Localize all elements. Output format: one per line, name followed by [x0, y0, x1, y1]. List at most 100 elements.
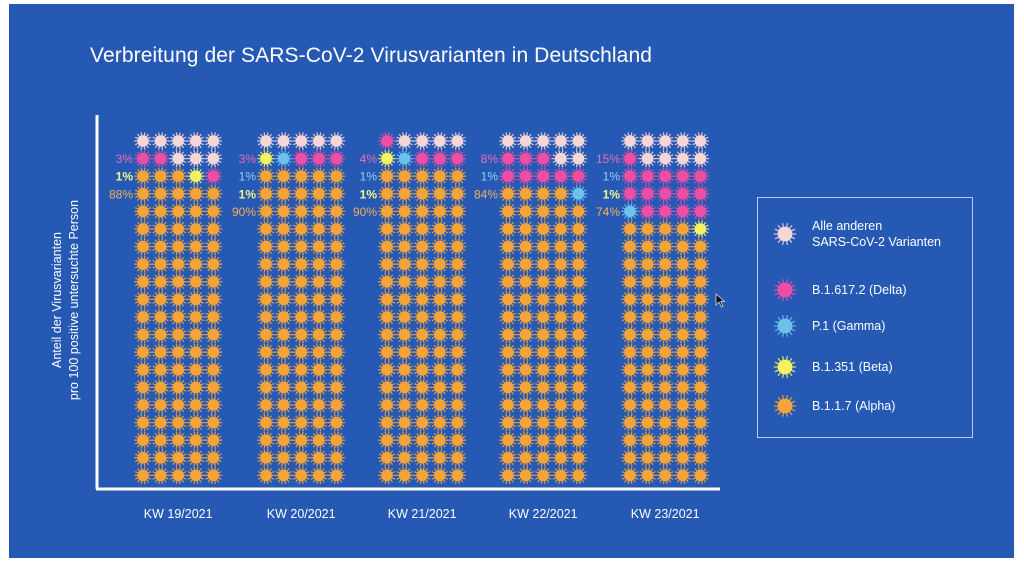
virus-cell-alpha	[151, 466, 170, 485]
virus-cell-delta	[656, 202, 675, 221]
virus-cell-alpha	[656, 413, 675, 432]
virus-cell-alpha	[691, 361, 710, 379]
virus-cell-alpha	[395, 325, 414, 344]
virus-cell-alpha	[292, 343, 311, 361]
chart-title: Verbreitung der SARS-CoV-2 Virusvariante…	[90, 44, 653, 67]
virus-cell-alpha	[274, 255, 293, 273]
virus-cell-alpha	[430, 308, 449, 326]
virus-cell-alpha	[204, 220, 223, 238]
virus-cell-alpha	[534, 290, 553, 309]
virus-cell-alpha	[257, 255, 275, 273]
virus-cell-alpha	[499, 396, 517, 414]
virus-cell-alpha	[656, 378, 675, 397]
percent-label-beta: 1%	[603, 187, 621, 201]
virus-cell-alpha	[327, 466, 346, 485]
virus-cell-alpha	[378, 378, 396, 397]
virus-cell-alpha	[327, 413, 346, 432]
virus-cell-alpha	[499, 449, 517, 467]
virus-cell-alpha	[551, 202, 570, 221]
virus-cell-alpha	[534, 466, 553, 485]
virus-cell-alpha	[378, 202, 396, 221]
virus-cell-alpha	[430, 290, 449, 309]
virus-cell-alpha	[274, 361, 293, 379]
virus-cell-other	[534, 132, 553, 150]
percent-label-beta: 1%	[360, 187, 378, 201]
virus-cell-alpha	[274, 167, 293, 185]
virus-cell-alpha	[327, 361, 346, 379]
virus-cell-alpha	[327, 378, 346, 397]
virus-cell-alpha	[395, 202, 414, 221]
virus-cell-alpha	[292, 308, 311, 326]
virus-cell-alpha	[569, 220, 588, 238]
virus-cell-alpha	[516, 290, 535, 309]
virus-cell-alpha	[395, 361, 414, 379]
virus-cell-alpha	[430, 396, 449, 414]
virus-cell-alpha	[621, 413, 639, 432]
virus-cell-alpha	[673, 237, 692, 256]
virus-cell-alpha	[151, 325, 170, 344]
virus-cell-alpha	[204, 361, 223, 379]
virus-cell-delta	[621, 149, 639, 168]
virus-cell-alpha	[204, 343, 223, 361]
virus-cell-alpha	[257, 290, 275, 309]
virus-cell-alpha	[378, 396, 396, 414]
legend-item-other: Alle anderen SARS-CoV-2 Varianten	[772, 218, 941, 250]
waffle-column-3	[378, 132, 467, 485]
virus-cell-alpha	[499, 413, 517, 432]
virus-cell-alpha	[673, 273, 692, 291]
virus-cell-alpha	[448, 167, 467, 185]
virus-cell-alpha	[569, 413, 588, 432]
virus-cell-alpha	[413, 343, 432, 361]
virus-cell-alpha	[309, 361, 328, 379]
virus-cell-alpha	[534, 431, 553, 449]
virus-cell-other	[673, 132, 692, 150]
virus-cell-alpha	[274, 273, 293, 291]
virus-cell-alpha	[673, 396, 692, 414]
virus-cell-alpha	[274, 449, 293, 467]
virus-cell-alpha	[499, 361, 517, 379]
virus-cell-alpha	[499, 308, 517, 326]
virus-cell-alpha	[169, 255, 188, 273]
virus-cell-alpha	[534, 220, 553, 238]
virus-cell-alpha	[638, 396, 657, 414]
virus-cell-alpha	[186, 466, 205, 485]
virus-cell-delta	[691, 202, 710, 221]
virus-cell-alpha	[413, 378, 432, 397]
virus-cell-alpha	[569, 202, 588, 221]
virus-cell-alpha	[309, 378, 328, 397]
virus-cell-alpha	[621, 237, 639, 256]
legend-virus-icon	[773, 356, 797, 378]
virus-cell-alpha	[691, 325, 710, 344]
virus-cell-alpha	[448, 343, 467, 361]
virus-cell-beta	[691, 220, 710, 238]
virus-cell-alpha	[413, 308, 432, 326]
virus-cell-alpha	[204, 202, 223, 221]
virus-cell-alpha	[134, 273, 152, 291]
virus-cell-alpha	[257, 220, 275, 238]
virus-cell-alpha	[327, 431, 346, 449]
virus-cell-alpha	[534, 449, 553, 467]
virus-cell-alpha	[516, 220, 535, 238]
virus-cell-alpha	[257, 378, 275, 397]
virus-cell-other	[274, 132, 293, 150]
virus-cell-alpha	[169, 290, 188, 309]
virus-cell-alpha	[309, 343, 328, 361]
virus-cell-alpha	[551, 290, 570, 309]
virus-cell-other	[656, 132, 675, 150]
virus-cell-alpha	[151, 202, 170, 221]
virus-cell-alpha	[327, 290, 346, 309]
virus-cell-alpha	[309, 413, 328, 432]
virus-cell-alpha	[448, 431, 467, 449]
virus-cell-alpha	[186, 378, 205, 397]
virus-cell-alpha	[204, 185, 223, 203]
virus-cell-alpha	[309, 167, 328, 185]
virus-cell-other	[569, 149, 588, 168]
virus-cell-alpha	[169, 202, 188, 221]
virus-cell-alpha	[534, 202, 553, 221]
virus-cell-alpha	[534, 237, 553, 256]
legend-virus-icon	[773, 279, 797, 301]
virus-cell-delta	[691, 185, 710, 203]
virus-cell-alpha	[134, 378, 152, 397]
virus-cell-alpha	[395, 343, 414, 361]
